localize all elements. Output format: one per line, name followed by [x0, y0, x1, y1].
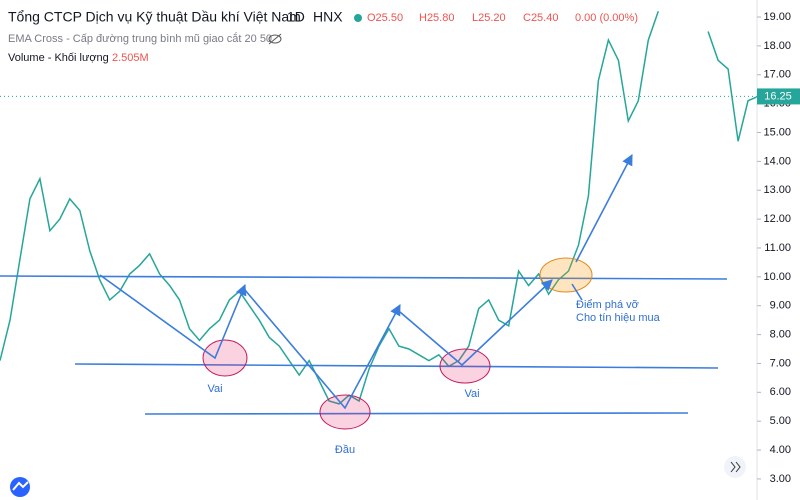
- volume-label: Volume - Khối lượng: [8, 52, 109, 64]
- label: Đầu: [335, 444, 355, 456]
- neckline: [0, 275, 728, 280]
- y-tick-label: 10.00: [763, 271, 791, 283]
- label: Vai: [207, 383, 222, 395]
- y-tick-label: 3.00: [770, 473, 791, 485]
- head-ellipse: [319, 394, 371, 430]
- indicator: EMA Cross - Cấp đường trung bình mũ giao…: [8, 32, 272, 45]
- y-tick-label: 18.00: [763, 40, 791, 52]
- label: Vai: [464, 388, 479, 400]
- arrow: [575, 154, 633, 263]
- legend: Tổng CTCP Dịch vụ Kỹ thuật Dầu khí Việt …: [8, 9, 638, 64]
- interval: 1D: [287, 9, 305, 25]
- high: H25.80: [419, 12, 454, 24]
- arrow: [399, 279, 553, 367]
- status-dot: [354, 14, 362, 22]
- y-tick-label: 15.00: [763, 126, 791, 138]
- head-line: [144, 412, 689, 415]
- y-tick-label: 17.00: [763, 69, 791, 81]
- y-tick-label: 14.00: [763, 155, 791, 167]
- y-tick-label: 11.00: [764, 242, 791, 254]
- breakout-ellipse: [539, 257, 593, 293]
- close: C25.40: [523, 12, 558, 24]
- y-tick-label: 5.00: [770, 415, 791, 427]
- shoulder-line: [74, 363, 719, 369]
- y-tick-label: 13.00: [763, 184, 791, 196]
- y-tick-label: 9.00: [770, 300, 791, 312]
- drawings: Vai Đầu Vai Điểm phá vỡ Cho tín hiệu mua: [0, 154, 728, 456]
- y-tick-label: 6.00: [770, 386, 791, 398]
- scroll-button[interactable]: [724, 456, 746, 478]
- change: 0.00 (0.00%): [575, 12, 638, 24]
- arrow: [244, 289, 401, 410]
- y-tick-label: 4.00: [770, 444, 791, 456]
- last-price-label: 16.25: [764, 90, 792, 102]
- exchange: HNX: [313, 9, 343, 25]
- plot-area: [0, 11, 757, 405]
- price-line: [707, 31, 757, 142]
- pointer: [571, 283, 583, 301]
- shoulder-ellipse: [439, 348, 491, 384]
- y-tick-label: 7.00: [770, 357, 791, 369]
- y-tick-label: 19.00: [763, 11, 791, 23]
- label: Điểm phá vỡ: [576, 299, 639, 311]
- last-price-tag: [757, 88, 800, 105]
- price-line: [0, 11, 660, 405]
- visibility-icon[interactable]: [268, 33, 282, 45]
- volume-value: 2.505M: [112, 52, 149, 64]
- symbol-title: Tổng CTCP Dịch vụ Kỹ thuật Dầu khí Việt …: [8, 9, 301, 25]
- shoulder-ellipse: [202, 339, 248, 377]
- open: O25.50: [367, 12, 403, 24]
- label: Cho tín hiệu mua: [576, 312, 661, 324]
- arrow: [99, 274, 247, 360]
- low: L25.20: [472, 12, 506, 24]
- y-tick-label: 8.00: [770, 328, 791, 340]
- y-tick-label: 12.00: [763, 213, 791, 225]
- logo[interactable]: [10, 477, 30, 497]
